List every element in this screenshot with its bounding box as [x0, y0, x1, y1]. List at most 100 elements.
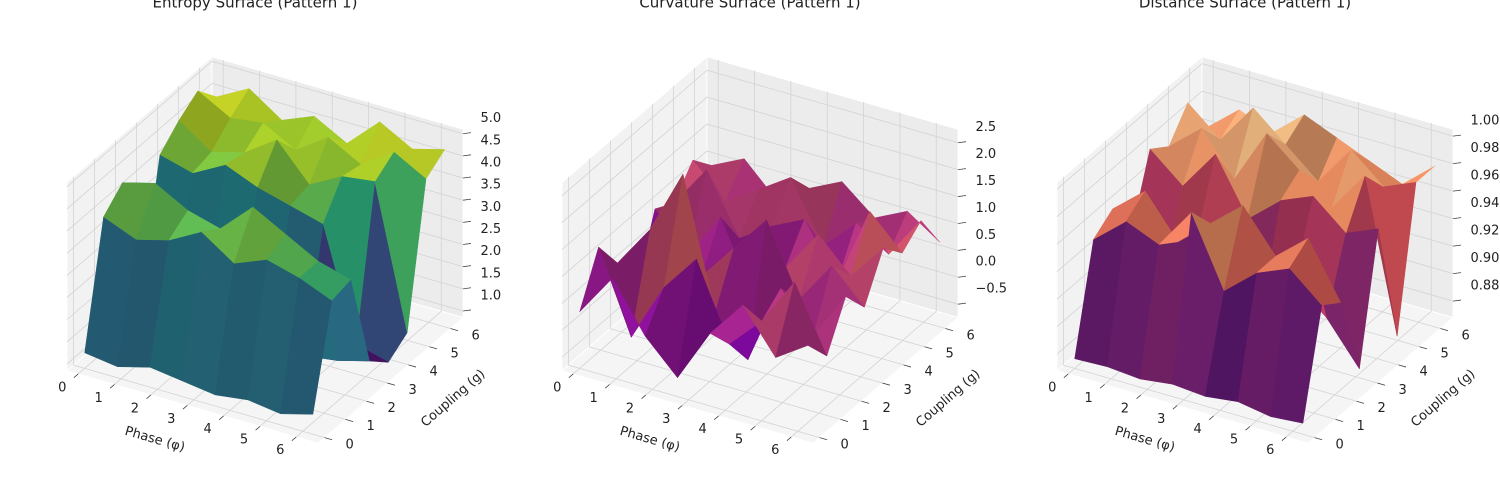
tick-mark [218, 415, 224, 421]
z-tick-label: 0.98 [1470, 141, 1499, 156]
z-tick-label: 2.0 [480, 244, 501, 259]
tick-mark [1063, 373, 1069, 379]
tick-mark [182, 405, 188, 410]
tick-mark [677, 405, 683, 410]
tick-mark [958, 222, 967, 224]
z-tick-label: 3.5 [480, 178, 501, 193]
tick-mark [366, 400, 375, 404]
x-tick-label: 5 [240, 433, 248, 448]
y-tick-label: 2 [1378, 401, 1386, 416]
z-tick-label: 2.5 [975, 120, 996, 135]
grid-line [561, 69, 708, 197]
z-tick-label: 1.5 [975, 174, 996, 189]
tick-mark [1314, 437, 1323, 441]
x-tick-label: 6 [1266, 443, 1274, 458]
tick-mark [463, 132, 472, 135]
z-tick-label: 0.5 [975, 228, 996, 243]
x-tick-label: 0 [553, 380, 561, 395]
x-tick-label: 3 [167, 412, 175, 427]
y-tick-label: 3 [1399, 383, 1407, 398]
tick-mark [109, 384, 115, 389]
x-tick-label: 2 [626, 401, 634, 416]
grid-line [568, 364, 820, 438]
tick-mark [958, 275, 967, 278]
grid-line [73, 364, 325, 438]
grid-line [561, 96, 708, 224]
tick-mark [146, 394, 152, 400]
surface-face [1289, 237, 1342, 306]
chart-title: Curvature Surface (Pattern 1) [639, 0, 860, 12]
tick-mark [324, 437, 333, 441]
x-axis-label: Phase (φ) [1113, 424, 1176, 455]
grid-line [706, 123, 959, 197]
y-tick-label: 0 [1336, 437, 1344, 452]
z-tick-label: 4.5 [480, 133, 501, 148]
y-tick-label: 3 [904, 383, 912, 398]
grid-line [211, 60, 464, 135]
tick-mark [450, 328, 459, 332]
z-tick-label: 0.94 [1470, 196, 1499, 211]
tick-mark [750, 426, 756, 431]
grid-line [1201, 90, 1454, 165]
tick-mark [291, 436, 297, 441]
x-tick-label: 1 [1084, 391, 1092, 406]
y-tick-label: 2 [883, 401, 891, 416]
grid-line [66, 83, 213, 210]
y-tick-label: 1 [367, 419, 375, 434]
grid-line [561, 123, 708, 250]
z-tick-label: 1.5 [480, 266, 501, 281]
y-tick-label: 2 [388, 401, 396, 416]
tick-mark [819, 437, 828, 441]
y-tick-label: 1 [1357, 419, 1365, 434]
x-tick-label: 6 [276, 443, 284, 458]
tick-mark [958, 168, 967, 171]
x-tick-label: 3 [662, 412, 670, 427]
x-tick-label: 0 [58, 380, 66, 395]
tick-mark [463, 176, 472, 179]
grid-line [561, 150, 708, 277]
tick-mark [1356, 400, 1365, 404]
tick-mark [1453, 162, 1462, 165]
z-tick-label: 0.0 [975, 255, 996, 270]
x-tick-label: 4 [698, 422, 706, 437]
z-tick-label: 0.92 [1470, 224, 1499, 239]
z-tick-label: 0.96 [1470, 169, 1499, 184]
x-axis-label: Phase (φ) [123, 424, 186, 455]
tick-mark [1208, 415, 1214, 421]
tick-mark [1453, 244, 1462, 247]
tick-mark [1453, 299, 1462, 302]
tick-mark [255, 426, 261, 431]
grid-line [1063, 364, 1315, 438]
tick-mark [1453, 134, 1462, 137]
tick-mark [861, 400, 870, 404]
grid-line [706, 96, 959, 171]
grid-line [1056, 90, 1203, 218]
surface-face [299, 261, 352, 301]
grid-line [66, 60, 213, 188]
y-tick-label: 4 [429, 365, 437, 380]
grid-line [589, 346, 841, 420]
y-tick-label: 5 [450, 346, 458, 361]
tick-mark [713, 415, 719, 421]
y-tick-label: 0 [841, 437, 849, 452]
y-tick-label: 5 [1440, 346, 1448, 361]
tick-mark [958, 248, 967, 251]
x-tick-label: 6 [771, 443, 779, 458]
tick-mark [568, 373, 574, 379]
z-tick-label: 1.0 [975, 201, 996, 216]
grid-line [1286, 311, 1432, 438]
y-tick-label: 5 [945, 346, 953, 361]
tick-mark [1440, 328, 1449, 332]
grid-line [791, 311, 937, 438]
tick-mark [1245, 426, 1251, 431]
tick-mark [1453, 189, 1462, 192]
chart-title: Distance Surface (Pattern 1) [1139, 0, 1351, 12]
tick-mark [924, 346, 933, 350]
tick-mark [1172, 405, 1178, 410]
z-tick-label: 4.0 [480, 155, 501, 170]
x-tick-label: 4 [203, 422, 211, 437]
